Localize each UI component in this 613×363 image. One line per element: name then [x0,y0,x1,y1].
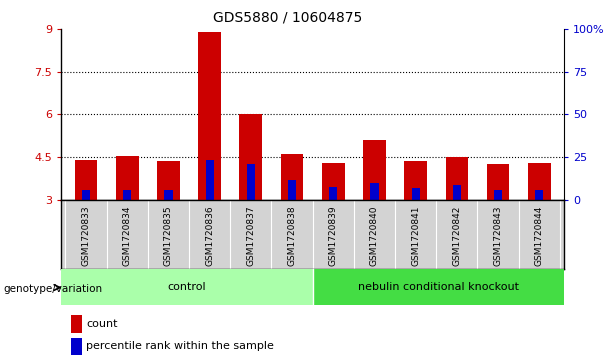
Text: GSM1720843: GSM1720843 [493,205,503,266]
Text: GSM1720835: GSM1720835 [164,205,173,266]
Text: GSM1720842: GSM1720842 [452,205,462,266]
Text: control: control [167,282,207,292]
Bar [164,190,172,200]
Bar [535,190,543,200]
Bar [71,338,82,355]
Text: nebulin conditional knockout: nebulin conditional knockout [358,282,519,292]
Text: GSM1720838: GSM1720838 [287,205,297,266]
Bar [198,32,221,200]
Bar [71,315,82,333]
Text: GSM1720840: GSM1720840 [370,205,379,266]
Text: GSM1720844: GSM1720844 [535,205,544,266]
Text: GSM1720839: GSM1720839 [329,205,338,266]
Bar [288,180,296,200]
Bar [487,164,509,200]
Bar [75,160,97,200]
Bar [157,161,180,200]
Text: GDS5880 / 10604875: GDS5880 / 10604875 [213,11,363,25]
Bar [205,160,214,200]
FancyBboxPatch shape [313,269,564,305]
Bar [123,190,131,200]
Bar [240,114,262,200]
Bar [281,154,303,200]
Bar [405,161,427,200]
Text: GSM1720836: GSM1720836 [205,205,214,266]
Text: GSM1720834: GSM1720834 [123,205,132,266]
Bar [446,157,468,200]
Text: GSM1720837: GSM1720837 [246,205,256,266]
Bar [116,156,139,200]
Text: percentile rank within the sample: percentile rank within the sample [86,341,274,351]
Bar [246,164,255,200]
Text: GSM1720833: GSM1720833 [82,205,91,266]
FancyBboxPatch shape [61,269,313,305]
Bar [363,140,386,200]
Bar [82,190,90,200]
Bar [370,183,379,200]
Bar [411,188,420,200]
Bar [494,190,502,200]
Bar [329,187,337,200]
Bar [453,185,461,200]
Bar [322,163,345,200]
Bar [528,163,550,200]
Text: count: count [86,319,118,329]
Text: genotype/variation: genotype/variation [3,284,102,294]
Text: GSM1720841: GSM1720841 [411,205,420,266]
